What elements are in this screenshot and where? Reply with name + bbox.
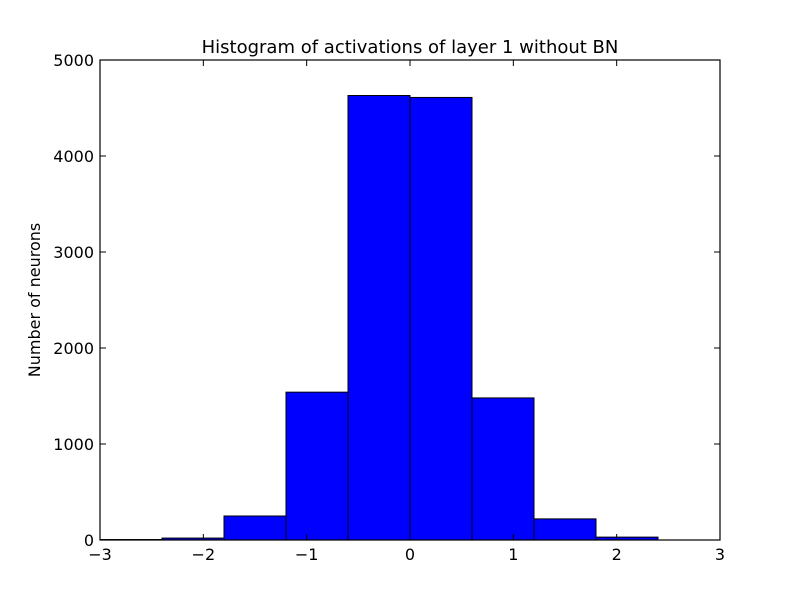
y-tick-label: 0 xyxy=(84,531,94,550)
x-tick-label: 1 xyxy=(508,545,518,564)
bars-layer xyxy=(99,95,659,541)
histogram-bar xyxy=(471,397,535,541)
histogram-bar xyxy=(409,96,473,541)
x-tick-label: 2 xyxy=(612,545,622,564)
x-tick-label: −1 xyxy=(295,545,319,564)
histogram-bar xyxy=(223,515,287,541)
y-tick-label: 1000 xyxy=(53,435,94,454)
histogram-bar xyxy=(285,391,349,541)
y-axis-label: Number of neurons xyxy=(25,223,44,377)
y-tick-label: 4000 xyxy=(53,147,94,166)
x-tick-label: 3 xyxy=(715,545,725,564)
x-tick-label: −3 xyxy=(88,545,112,564)
chart-title: Histogram of activations of layer 1 with… xyxy=(202,37,619,58)
tick-labels-layer: −3 −2 −1 0 1 2 3 0 1000 2000 3000 4000 5000 xyxy=(53,51,725,564)
y-tick-label: 5000 xyxy=(53,51,94,70)
x-tick-label: −2 xyxy=(192,545,216,564)
x-tick-label: 0 xyxy=(405,545,415,564)
plot-frame xyxy=(99,59,721,541)
histogram-bar xyxy=(533,518,597,541)
y-tick-label: 2000 xyxy=(53,339,94,358)
histogram-bar xyxy=(347,95,411,541)
y-tick-label: 3000 xyxy=(53,243,94,262)
